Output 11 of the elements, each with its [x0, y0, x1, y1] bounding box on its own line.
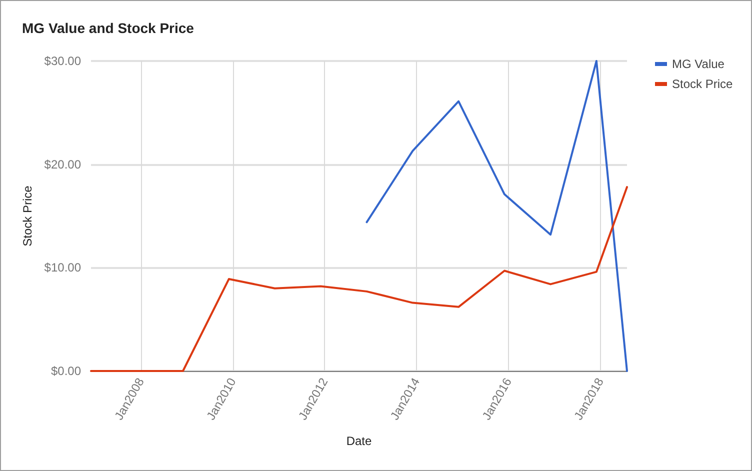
y-tick-label: $10.00	[44, 260, 82, 275]
y-axis-title: Stock Price	[20, 185, 34, 246]
x-axis-title: Date	[346, 434, 372, 448]
legend-label: MG Value	[672, 57, 725, 71]
line-series	[366, 60, 628, 372]
chart-title: MG Value and Stock Price	[22, 20, 194, 36]
y-tick-label: $0.00	[50, 364, 82, 378]
y-tick-label: $30.00	[44, 54, 82, 68]
legend-label: Stock Price	[672, 77, 734, 91]
line-series	[90, 186, 628, 372]
y-tick-label: $20.00	[44, 157, 82, 172]
